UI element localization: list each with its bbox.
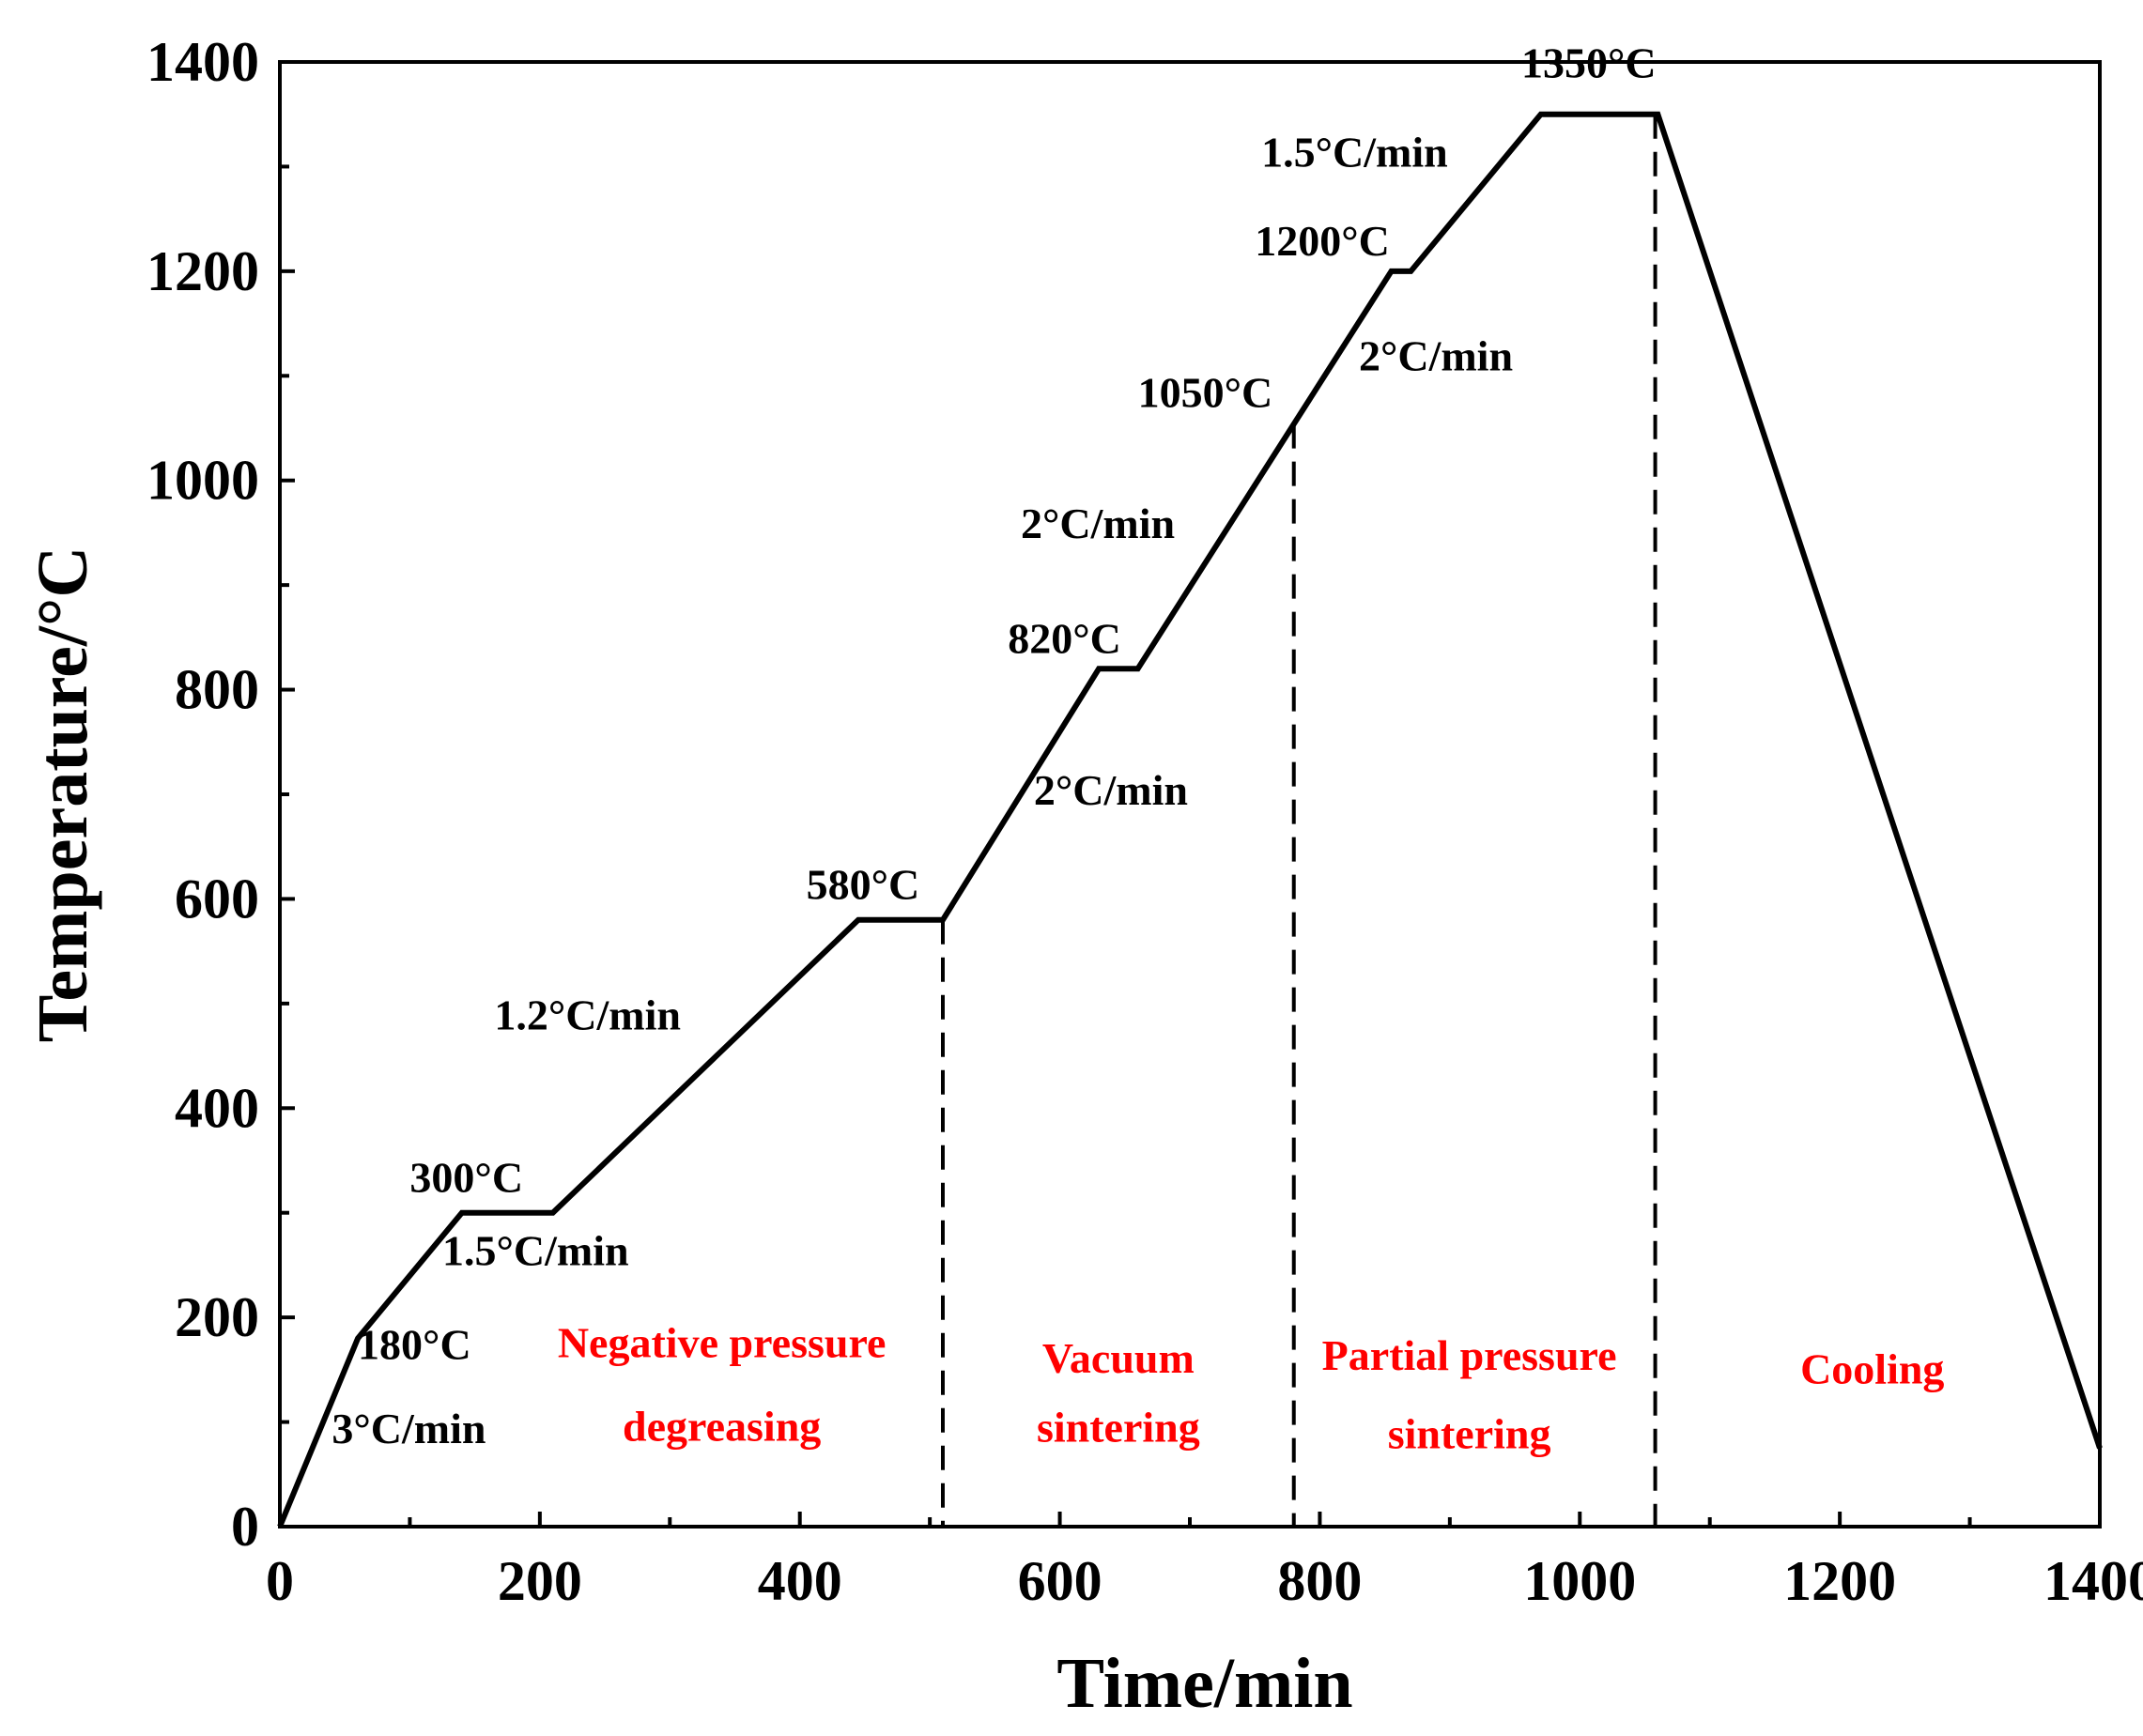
segment-annotation: 1.5°C/min	[1261, 128, 1448, 176]
segment-annotations: 180°C 3°C/min 300°C 1.5°C/min 1.2°C/min 580°C…	[331, 39, 1656, 1452]
y-tick-label: 800	[175, 659, 259, 721]
segment-annotation: 820°C	[1008, 615, 1121, 663]
segment-annotation: 2°C/min	[1021, 499, 1175, 547]
phase-label: degreasing	[623, 1403, 821, 1451]
segment-annotation: 2°C/min	[1359, 332, 1513, 380]
y-tick-label: 1200	[146, 240, 259, 302]
phase-label: Vacuum	[1042, 1334, 1195, 1382]
x-tick-label: 800	[1277, 1550, 1362, 1612]
y-tick-label: 0	[231, 1496, 259, 1558]
plot-frame	[278, 60, 2102, 1529]
phase-label: Cooling	[1800, 1344, 1944, 1392]
x-tick-label: 1400	[2043, 1550, 2143, 1612]
y-tick-label: 400	[175, 1077, 259, 1139]
x-axis-title: Time/min	[1056, 1644, 1352, 1723]
segment-annotation: 300°C	[409, 1153, 523, 1201]
segment-annotation: 3°C/min	[331, 1405, 486, 1452]
phase-label: Partial pressure	[1322, 1331, 1617, 1379]
segment-annotation: 1.5°C/min	[442, 1226, 629, 1274]
x-tick-label: 0	[266, 1550, 294, 1612]
axis-tick-labels: 0 200 400 600 800 1000 1200 1400 0 200 400 600 800 10…	[146, 31, 2143, 1612]
segment-annotation: 1050°C	[1138, 369, 1273, 417]
x-tick-label: 1000	[1523, 1550, 1636, 1612]
x-tick-label: 400	[758, 1550, 842, 1612]
phase-dividers	[940, 114, 1657, 1527]
x-tick-label: 600	[1018, 1550, 1102, 1612]
segment-annotation: 1.2°C/min	[494, 991, 681, 1039]
phase-label: sintering	[1037, 1404, 1200, 1452]
temperature-profile-line	[277, 111, 2103, 1529]
segment-annotation: 2°C/min	[1034, 766, 1188, 814]
y-tick-label: 200	[175, 1286, 259, 1348]
y-tick-label: 600	[175, 868, 259, 929]
phase-labels: Negative pressure degreasing Vacuum sinteri…	[558, 1318, 1945, 1457]
segment-annotation: 580°C	[807, 860, 920, 908]
phase-label: Negative pressure	[558, 1318, 886, 1366]
phase-label: sintering	[1388, 1409, 1551, 1457]
segment-annotation: 1200°C	[1255, 217, 1390, 265]
x-tick-label: 1200	[1783, 1550, 1896, 1612]
y-tick-label: 1000	[146, 450, 259, 512]
segment-annotation: 1350°C	[1521, 39, 1657, 87]
segment-annotation: 180°C	[358, 1321, 471, 1369]
y-axis-title: Temperature/°C	[23, 546, 102, 1043]
y-tick-label: 1400	[146, 31, 259, 93]
axis-ticks	[278, 60, 2102, 1529]
x-tick-label: 200	[498, 1550, 582, 1612]
